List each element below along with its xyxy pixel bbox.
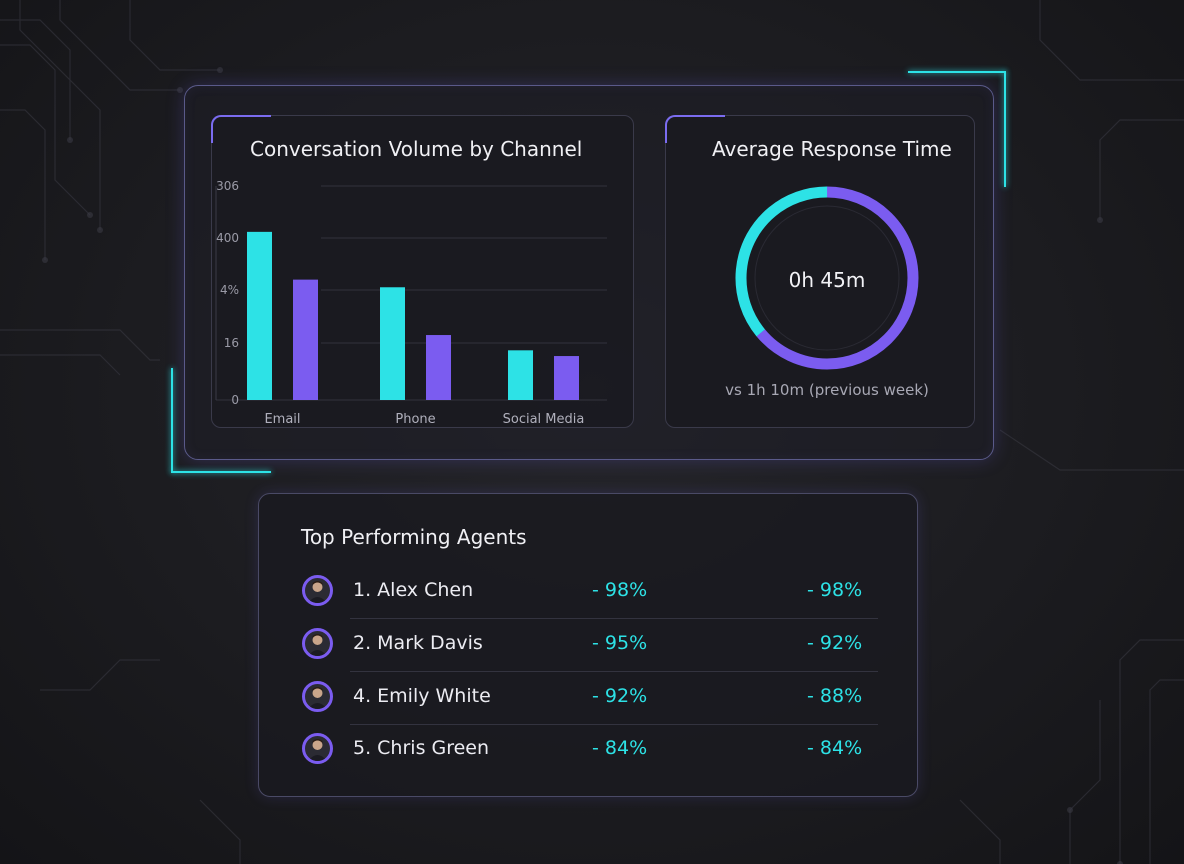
agent-name: 1. Alex Chen	[353, 579, 474, 601]
decor-line	[908, 71, 1006, 73]
response-time-value: 0h 45m	[788, 268, 866, 292]
row-divider	[350, 671, 878, 672]
y-tick-label: 400	[216, 231, 239, 245]
decor-line	[1004, 71, 1006, 187]
bar-email-2	[293, 279, 318, 400]
agent-name: 4. Emily White	[353, 685, 491, 707]
top-agents-card	[258, 493, 918, 797]
response-time-card	[665, 115, 975, 428]
agent-metric-2: - 88%	[807, 685, 863, 707]
agent-name: 2. Mark Davis	[353, 632, 483, 654]
x-tick-label: Phone	[395, 412, 435, 426]
ring-segment-cyan	[735, 186, 919, 370]
agent-metric-1: - 84%	[592, 737, 648, 759]
x-tick-label: Social Media	[503, 412, 585, 426]
decor-line	[171, 471, 271, 473]
bar-social-media-1	[508, 350, 533, 400]
card-corner-accent	[211, 115, 271, 143]
agent-row[interactable]: 1. Alex Chen - 98% - 98%	[302, 567, 878, 619]
avatar	[302, 681, 333, 712]
avatar	[302, 628, 333, 659]
bar-chart: 0 16 4% 400 306 Email Phone Social Media	[215, 179, 607, 426]
y-tick-label: 306	[216, 179, 239, 193]
agent-metric-1: - 92%	[592, 685, 648, 707]
bar-social-media-2	[554, 356, 579, 400]
agents-title: Top Performing Agents	[301, 525, 527, 549]
y-tick-label: 0	[231, 393, 239, 407]
bar-phone-1	[380, 287, 405, 400]
agent-metric-2: - 98%	[807, 579, 863, 601]
response-time-comparison: vs 1h 10m (previous week)	[725, 381, 929, 399]
agent-row[interactable]: 5. Chris Green - 84% - 84%	[302, 725, 878, 777]
card-corner-accent	[665, 115, 725, 143]
x-tick-label: Email	[264, 412, 300, 426]
response-time-title: Average Response Time	[712, 137, 952, 161]
bar-email-1	[247, 231, 272, 400]
response-time-ring	[735, 186, 919, 370]
avatar	[302, 733, 333, 764]
agent-name: 5. Chris Green	[353, 737, 490, 759]
agent-row[interactable]: 4. Emily White - 92% - 88%	[302, 673, 878, 725]
agent-metric-1: - 95%	[592, 632, 648, 654]
y-tick-label: 16	[224, 336, 239, 350]
agent-metric-2: - 84%	[807, 737, 863, 759]
row-divider	[350, 618, 878, 619]
decor-line	[171, 368, 173, 472]
agent-metric-1: - 98%	[592, 579, 648, 601]
agent-row[interactable]: 2. Mark Davis - 95% - 92%	[302, 620, 878, 672]
y-tick-label: 4%	[220, 283, 239, 297]
row-divider	[350, 724, 878, 725]
chart-title: Conversation Volume by Channel	[250, 137, 583, 161]
agent-metric-2: - 92%	[807, 632, 863, 654]
bar-phone-2	[426, 335, 451, 400]
avatar	[302, 575, 333, 606]
